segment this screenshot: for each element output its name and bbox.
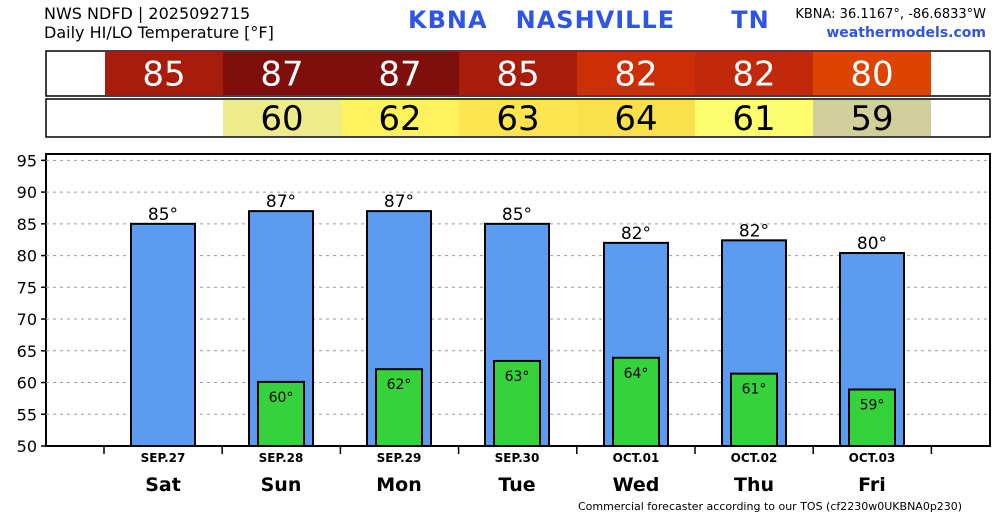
lo-strip-cell xyxy=(459,100,577,136)
hi-strip-cell xyxy=(105,52,223,95)
hi-strip-cell xyxy=(459,52,577,95)
lo-strip-value: 62 xyxy=(378,99,421,139)
hi-strip-cell xyxy=(341,52,459,95)
day-label: Wed xyxy=(613,474,660,496)
date-label: SEP.29 xyxy=(377,451,422,465)
hi-strip-value: 82 xyxy=(732,55,775,95)
lo-bar xyxy=(493,359,541,447)
hi-strip-value: 85 xyxy=(496,55,539,95)
lo-bar xyxy=(375,368,423,448)
hi-strip-value: 87 xyxy=(260,55,303,95)
lo-bar xyxy=(848,388,896,447)
lo-bar-label: 60° xyxy=(269,390,294,406)
lo-bar xyxy=(730,372,778,448)
site-link[interactable]: weathermodels.com xyxy=(826,25,986,41)
station-coords: KBNA: 36.1167°, -86.6833°W xyxy=(795,7,986,22)
date-label: SEP.28 xyxy=(259,451,304,465)
header-left: NWS NDFD | 2025092715 Daily HI/LO Temper… xyxy=(44,4,274,42)
hi-bar-label: 82° xyxy=(621,224,651,244)
footer-note: Commercial forecaster according to our T… xyxy=(578,500,963,513)
station-title: KBNA NASHVILLE TN xyxy=(408,6,770,34)
header-line2: Daily HI/LO Temperature [°F] xyxy=(44,23,274,42)
hi-bar-label: 80° xyxy=(857,234,887,254)
lo-strip-cell xyxy=(813,100,931,136)
lo-strip-value: 64 xyxy=(614,99,657,139)
y-tick-label: 75 xyxy=(17,278,37,297)
day-label: Mon xyxy=(376,474,422,496)
hi-bar-label: 87° xyxy=(384,192,414,212)
lo-strip-cell xyxy=(695,100,813,136)
date-label: OCT.03 xyxy=(849,451,896,465)
lo-bar xyxy=(612,356,660,448)
hi-bar-label: 87° xyxy=(266,192,296,212)
lo-bar-label: 61° xyxy=(742,382,767,398)
hi-bar-label: 85° xyxy=(148,205,178,225)
y-tick-label: 85 xyxy=(17,215,37,234)
date-label: SEP.27 xyxy=(141,451,186,465)
day-label: Tue xyxy=(498,474,535,496)
lo-strip-cell xyxy=(105,100,223,136)
y-tick-label: 90 xyxy=(17,183,37,202)
hi-bar-label: 85° xyxy=(502,205,532,225)
hi-strip-value: 85 xyxy=(142,55,185,95)
day-label: Sat xyxy=(145,474,181,496)
hi-strip-value: 82 xyxy=(614,55,657,95)
hi-strip-cell xyxy=(813,52,931,95)
day-label: Thu xyxy=(734,474,774,496)
day-label: Sun xyxy=(261,474,302,496)
date-label: SEP.30 xyxy=(495,451,540,465)
lo-strip-value: 59 xyxy=(850,99,893,139)
day-label: Fri xyxy=(858,474,886,496)
lo-bar-label: 64° xyxy=(624,366,649,382)
hi-strip-value: 80 xyxy=(850,55,893,95)
lo-bar-label: 62° xyxy=(387,377,412,393)
hi-strip-cell xyxy=(695,52,813,95)
date-label: OCT.01 xyxy=(613,451,660,465)
y-tick-label: 70 xyxy=(17,310,37,329)
header-line1: NWS NDFD | 2025092715 xyxy=(44,4,251,23)
y-tick-label: 80 xyxy=(17,247,37,266)
hi-strip-cell xyxy=(223,52,341,95)
lo-strip-value: 63 xyxy=(496,99,539,139)
lo-strip-cell xyxy=(341,100,459,136)
lo-strip-value: 60 xyxy=(260,99,303,139)
lo-strip-value: 61 xyxy=(732,99,775,139)
lo-strip-cell xyxy=(577,100,695,136)
y-tick-label: 55 xyxy=(17,405,37,424)
lo-bar-label: 59° xyxy=(860,398,885,414)
hi-strip-value: 87 xyxy=(378,55,421,95)
y-tick-label: 60 xyxy=(17,374,37,393)
lo-bar-label: 63° xyxy=(505,369,530,385)
y-tick-label: 65 xyxy=(17,342,37,361)
lo-strip-cell xyxy=(223,100,341,136)
lo-bar xyxy=(257,380,305,448)
y-tick-label: 95 xyxy=(17,151,37,170)
hi-strip-cell xyxy=(577,52,695,95)
date-label: OCT.02 xyxy=(731,451,778,465)
hi-bar xyxy=(130,222,196,447)
hi-bar-label: 82° xyxy=(739,221,769,241)
y-tick-label: 50 xyxy=(17,437,37,456)
header-right: KBNA: 36.1167°, -86.6833°W weathermodels… xyxy=(795,5,986,43)
